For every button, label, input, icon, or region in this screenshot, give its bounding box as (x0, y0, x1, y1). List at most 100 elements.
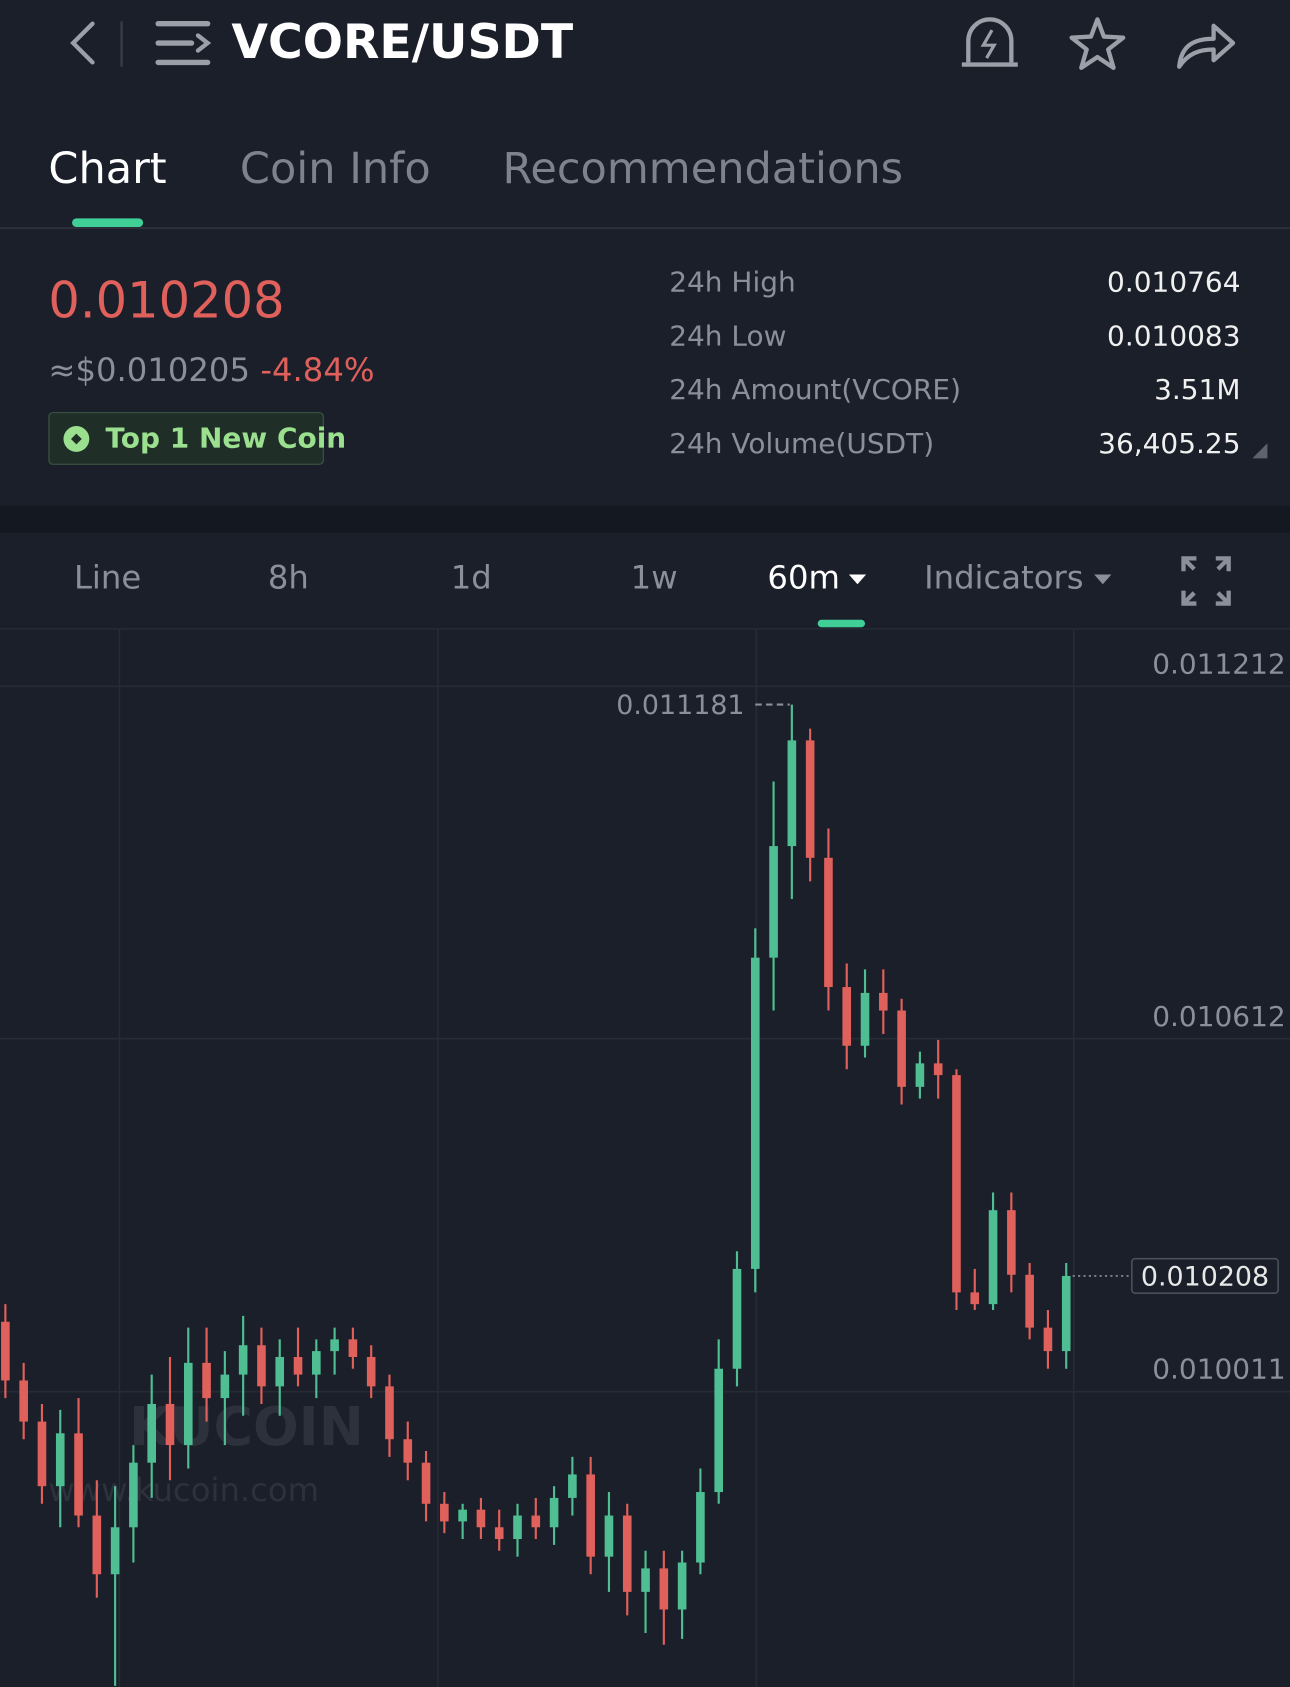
candle-body (348, 1339, 358, 1357)
interval-option[interactable]: 1w (630, 559, 678, 598)
y-tick-label: 0.010011 (1152, 1353, 1285, 1386)
candle-body (403, 1439, 413, 1463)
interval-indicator (817, 619, 866, 628)
candle-body (714, 1368, 724, 1493)
candle-body (129, 1462, 138, 1528)
fullscreen-button[interactable] (1181, 556, 1231, 606)
candle-body (659, 1568, 669, 1610)
dropdown-caret (1094, 574, 1112, 585)
candle-body (952, 1075, 961, 1293)
last-price: 0.010208 (48, 271, 285, 330)
candle-body (860, 992, 870, 1046)
candle-body (568, 1474, 577, 1498)
indicators-button[interactable]: Indicators (924, 559, 1084, 598)
stat-label: 24h Volume(USDT) (669, 428, 935, 461)
tab[interactable]: Chart (48, 144, 167, 194)
candle-body (1025, 1274, 1034, 1328)
badge-text: Top 1 New Coin (105, 422, 347, 456)
candle-body (586, 1474, 595, 1557)
candle-body (879, 992, 888, 1011)
dropdown-caret (848, 574, 867, 585)
candle-body (915, 1063, 925, 1087)
candle-body (805, 740, 815, 858)
y-tick-label: 0.010612 (1152, 1000, 1285, 1033)
candle-body (55, 1433, 65, 1487)
max-price-label: 0.011181 (616, 690, 744, 721)
divider (0, 227, 1290, 230)
candle-body (750, 957, 760, 1269)
candle-body (622, 1515, 632, 1592)
interval-option[interactable]: 8h (267, 559, 309, 598)
badge[interactable]: Top 1 New Coin (48, 412, 346, 465)
candle-body (1, 1321, 10, 1381)
watermark-url: www.kucoin.com (48, 1471, 319, 1509)
candle-body (421, 1462, 431, 1504)
candle-body (74, 1433, 83, 1516)
badge-icon (63, 426, 90, 452)
interval-option[interactable]: 60m (767, 559, 840, 598)
usd-price: ≈$0.010205 (48, 351, 251, 390)
candle-body (110, 1527, 120, 1575)
candle-body (183, 1362, 193, 1446)
section-gap (0, 505, 1290, 533)
candle-body (257, 1345, 266, 1387)
candle-body (220, 1374, 230, 1399)
candlestick-chart: KUCOIN www.kucoin.com 0.011212 0.010612 0.… (0, 629, 1290, 1687)
candle-body (696, 1492, 705, 1563)
candle-body (970, 1292, 980, 1305)
candle-body (275, 1356, 285, 1387)
share-button[interactable] (1177, 23, 1236, 69)
candle-body (494, 1527, 504, 1540)
favorite-button[interactable] (1069, 17, 1126, 70)
tab[interactable]: Coin Info (239, 144, 431, 194)
candle-body (604, 1515, 614, 1557)
stat-value: 0.010764 (1107, 266, 1241, 300)
last-price-label: 0.010208 (1141, 1262, 1269, 1293)
candle-body (513, 1515, 522, 1540)
y-tick-label: 0.011212 (1152, 647, 1285, 680)
expand-corner[interactable] (1250, 441, 1269, 460)
candle-body (19, 1380, 28, 1422)
candle-body (293, 1356, 303, 1375)
candle-body (476, 1509, 486, 1528)
candle-body (732, 1268, 742, 1369)
tab[interactable]: Recommendations (502, 144, 904, 194)
menu-button[interactable] (155, 20, 212, 66)
pair-title: VCORE/USDT (231, 15, 574, 70)
stat-value: 3.51M (1154, 374, 1241, 407)
candle-body (787, 740, 797, 847)
tab-indicator (72, 218, 144, 228)
stat-value: 0.010083 (1107, 320, 1241, 353)
interval-option[interactable]: Line (73, 559, 142, 598)
last-price-box (1131, 1257, 1279, 1294)
stat-label: 24h High (669, 266, 796, 300)
candle-body (165, 1403, 175, 1446)
candle-body (312, 1351, 321, 1375)
candle-body (1007, 1210, 1016, 1275)
candle-body (549, 1497, 559, 1528)
stat-label: 24h Low (669, 320, 787, 353)
candle-body (37, 1421, 47, 1487)
candle-body (458, 1509, 467, 1522)
candle-body (897, 1010, 906, 1087)
interval-option[interactable]: 1d (450, 559, 492, 598)
candle-body (988, 1210, 998, 1305)
candle-body (842, 987, 852, 1046)
candle-body (641, 1568, 650, 1592)
back-button[interactable] (70, 21, 95, 65)
candle-body (202, 1362, 211, 1399)
candle-body (531, 1515, 541, 1528)
candle-body (238, 1345, 248, 1375)
candle-body (1043, 1327, 1053, 1352)
candle-body (366, 1356, 376, 1387)
toolbar-icons (817, 556, 1231, 628)
alert-button[interactable] (961, 17, 1018, 67)
candle-body (824, 857, 833, 988)
candle-body (385, 1386, 394, 1440)
candle-body (330, 1339, 339, 1352)
header-icons (70, 17, 1236, 70)
vertical-grid (118, 629, 1075, 1687)
candle-body (933, 1063, 943, 1076)
